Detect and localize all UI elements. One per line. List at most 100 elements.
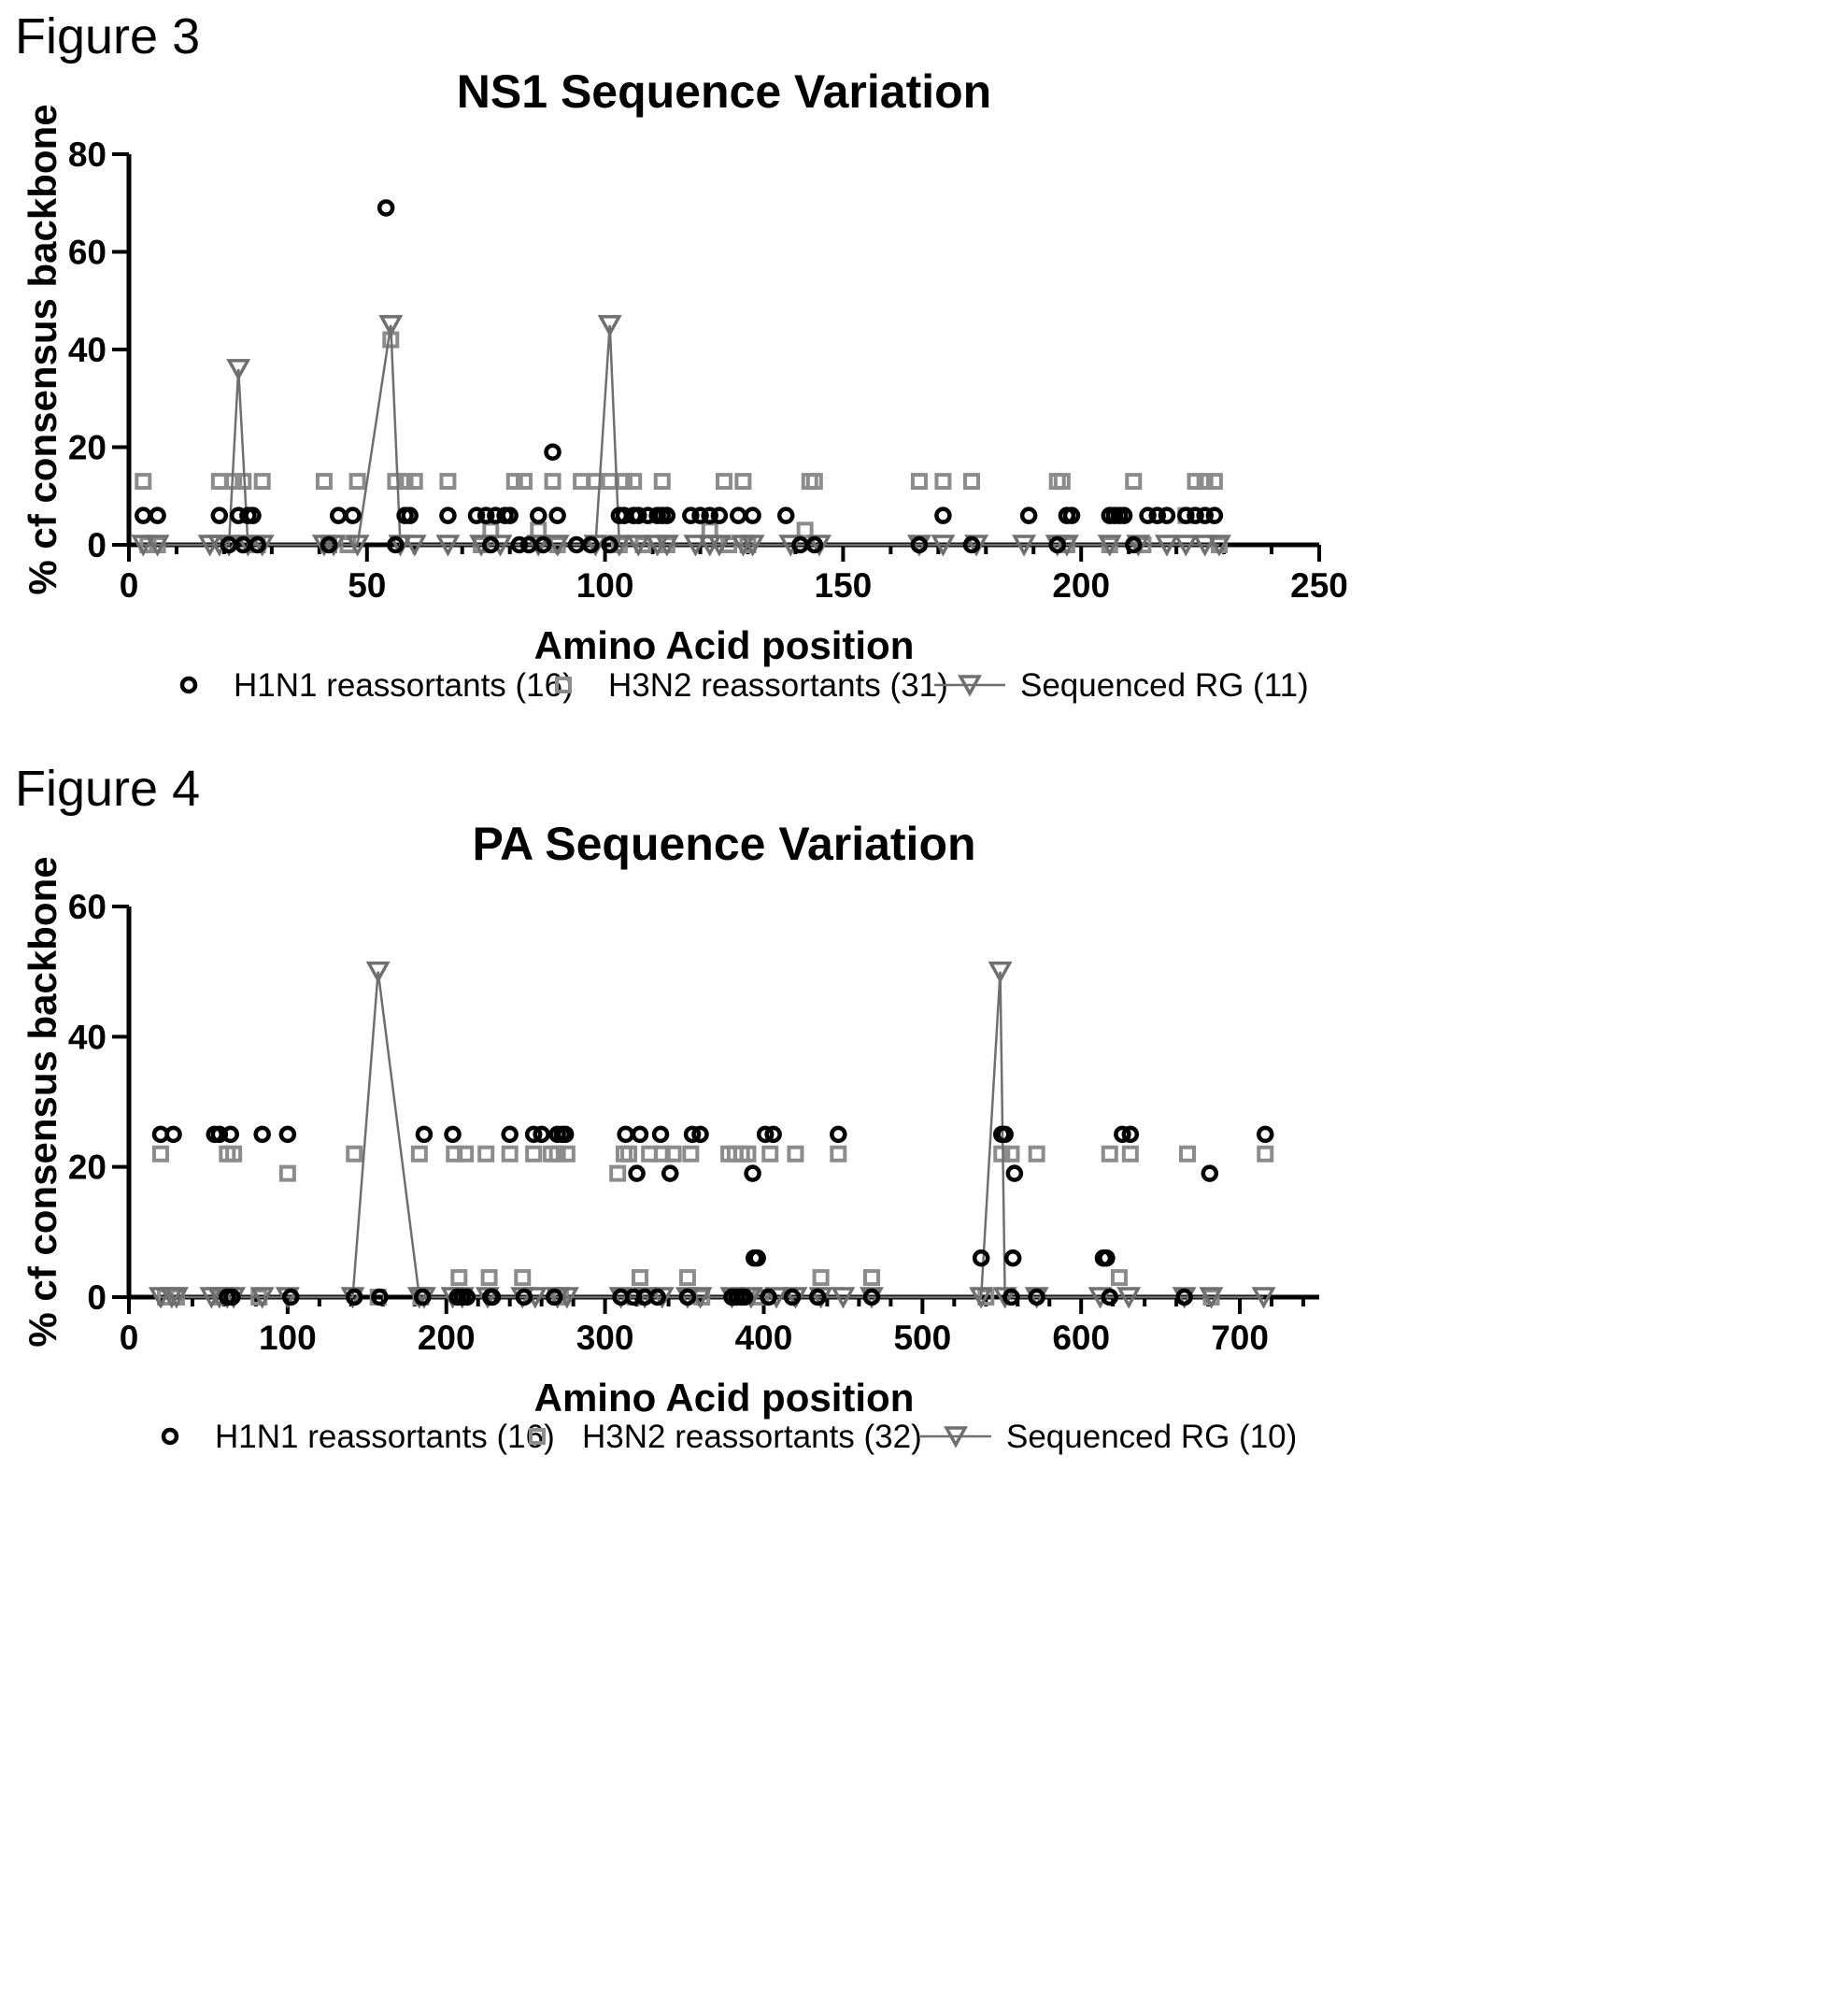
data-point — [435, 535, 461, 557]
data-point — [1205, 473, 1223, 491]
x-tick-label: 100 — [259, 1319, 317, 1357]
data-point — [651, 1125, 670, 1144]
x-tick-label: 100 — [576, 566, 634, 605]
data-point — [648, 1288, 666, 1306]
data-point — [244, 507, 262, 524]
data-point — [761, 1145, 779, 1163]
data-point — [446, 1145, 463, 1163]
x-tick-label: 0 — [120, 566, 139, 605]
data-point — [365, 961, 391, 984]
data-point — [683, 1125, 702, 1144]
data-point — [609, 1164, 627, 1182]
data-point — [1101, 1288, 1119, 1306]
data-point — [1002, 1288, 1020, 1306]
data-point — [1053, 473, 1071, 491]
data-point — [682, 507, 700, 524]
data-point — [601, 535, 618, 554]
data-point — [548, 1145, 566, 1163]
x-tick-label: 400 — [735, 1319, 793, 1357]
data-point — [862, 1269, 880, 1287]
data-point — [764, 1125, 782, 1144]
data-point — [1028, 1288, 1045, 1306]
data-point — [249, 1287, 275, 1309]
x-tick-label: 500 — [893, 1319, 951, 1357]
data-point — [962, 473, 980, 491]
data-point — [964, 535, 989, 557]
data-point — [805, 535, 824, 554]
legend-label: H3N2 reassortants (32) — [582, 1419, 922, 1455]
ns1-chart: NS1 Sequence Variation 0 50 100 150 200 250 0 20… — [21, 65, 1348, 704]
data-point — [405, 473, 423, 491]
data-point — [371, 1288, 389, 1306]
x-tick-label: 200 — [418, 1319, 476, 1357]
data-point — [649, 1287, 675, 1309]
x-tick-label: 600 — [1052, 1319, 1110, 1357]
data-point — [969, 1287, 994, 1309]
data-point — [934, 473, 952, 491]
y-tick-label: 20 — [68, 429, 107, 467]
y-axis-label: % cf consensus backbone — [21, 104, 64, 594]
data-point — [830, 1145, 847, 1163]
data-point — [805, 473, 823, 491]
data-point — [533, 1125, 550, 1144]
data-point — [631, 1269, 648, 1287]
legend-label: Sequenced RG (10) — [1006, 1419, 1297, 1455]
data-point — [1192, 535, 1217, 557]
data-point — [387, 535, 405, 554]
data-point — [910, 473, 928, 491]
data-point — [691, 507, 709, 524]
data-point — [482, 535, 500, 554]
data-point — [1121, 1125, 1140, 1144]
chart-title: PA Sequence Variation — [472, 818, 975, 870]
data-point — [830, 1125, 847, 1144]
legend-item: H1N1 reassortants (16) — [161, 1419, 555, 1455]
data-point — [505, 473, 523, 491]
data-point — [678, 1269, 696, 1287]
legend-marker — [161, 1427, 179, 1446]
data-point — [525, 1145, 543, 1163]
data-point — [740, 535, 765, 557]
data-point — [1257, 1145, 1274, 1163]
data-point — [691, 1125, 709, 1144]
data-point — [744, 507, 761, 524]
data-point — [1121, 1145, 1139, 1163]
series-h1n1 — [135, 199, 1224, 554]
y-tick-label: 60 — [68, 234, 107, 272]
data-point — [1126, 535, 1151, 557]
data-point — [545, 1288, 563, 1306]
data-point — [683, 535, 708, 557]
legend-marker — [958, 675, 982, 697]
data-point — [1256, 1125, 1274, 1144]
x-tick-label: 250 — [1290, 566, 1348, 605]
data-point — [862, 1288, 881, 1306]
data-point — [439, 507, 457, 524]
data-point — [1173, 535, 1199, 557]
data-point — [524, 1125, 543, 1144]
data-point — [548, 507, 566, 524]
data-point — [1114, 1125, 1131, 1144]
data-point — [1199, 1287, 1224, 1309]
figure-3-label: Figure 3 — [15, 8, 201, 64]
data-point — [545, 535, 570, 557]
data-point — [348, 473, 366, 491]
data-point — [163, 1287, 189, 1309]
chart-title: NS1 Sequence Variation — [457, 65, 991, 118]
data-point — [1062, 507, 1081, 524]
x-axis-label: Amino Acid position — [534, 1376, 915, 1420]
series-h3n2 — [151, 1145, 1274, 1306]
legend-label: Sequenced RG (11) — [1020, 667, 1309, 704]
data-point — [346, 1145, 363, 1163]
data-point — [630, 507, 647, 524]
y-axis-label: % cf consensus backbone — [21, 856, 64, 1347]
data-point — [249, 535, 275, 557]
legend-item: H3N2 reassortants (31) — [555, 667, 948, 704]
data-point — [210, 507, 229, 524]
data-point — [1110, 1269, 1128, 1287]
data-point — [710, 507, 729, 524]
data-point — [748, 1249, 766, 1267]
data-point — [1002, 1145, 1020, 1163]
data-point — [988, 961, 1013, 984]
data-point — [620, 1145, 638, 1163]
data-point — [1097, 535, 1122, 557]
